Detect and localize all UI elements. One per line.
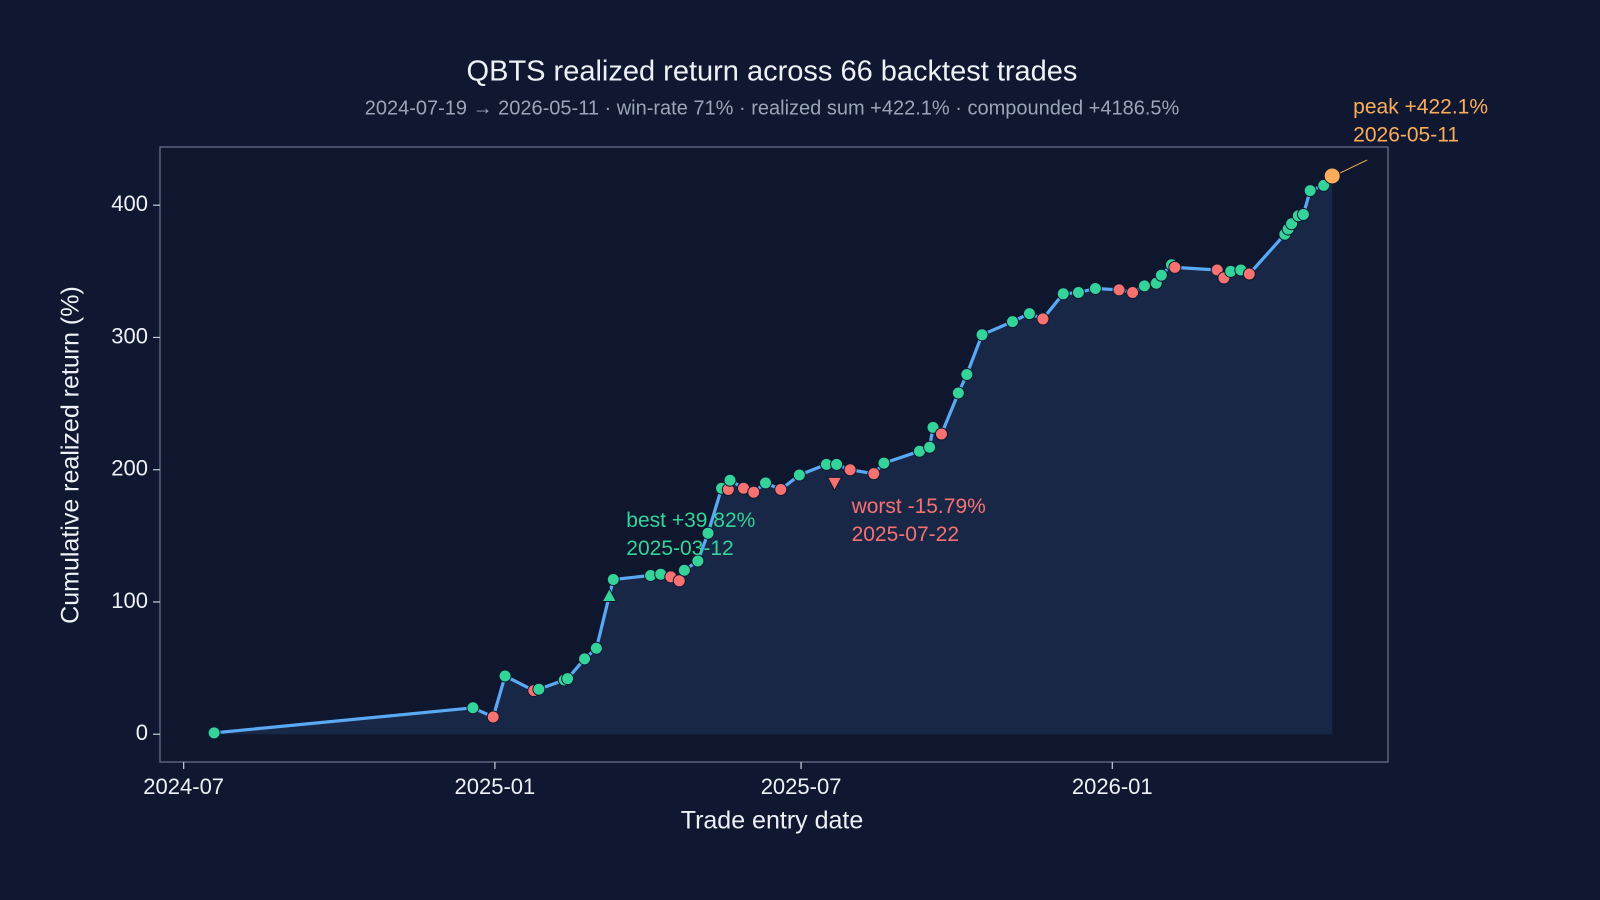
- trade-point: [677, 563, 691, 577]
- trade-point: [1088, 282, 1102, 296]
- trade-point: [792, 468, 806, 482]
- trade-point: [951, 386, 965, 400]
- trade-point: [1005, 315, 1019, 329]
- trade-point: [1071, 285, 1085, 299]
- trade-point: [578, 652, 592, 666]
- trade-point: [747, 485, 761, 499]
- trade-point: [759, 476, 773, 490]
- trade-point: [774, 483, 788, 497]
- annotation-text: 2026-05-11: [1353, 124, 1459, 147]
- y-axis-label: Cumulative realized return (%): [57, 286, 85, 624]
- trade-point: [1296, 207, 1310, 221]
- trade-point: [830, 457, 844, 471]
- y-tick-label: 0: [136, 720, 148, 745]
- trade-point: [532, 682, 546, 696]
- x-tick-label: 2025-07: [761, 774, 842, 799]
- x-axis-label: Trade entry date: [681, 807, 864, 835]
- trade-point: [691, 554, 705, 568]
- annotation-text: peak +422.1%: [1353, 96, 1488, 119]
- trade-point: [1154, 268, 1168, 282]
- trade-point: [498, 669, 512, 683]
- y-tick-label: 400: [111, 191, 148, 216]
- best-marker: [601, 587, 618, 602]
- annotation-text: worst -15.79%: [851, 495, 986, 518]
- y-tick-label: 200: [111, 456, 148, 481]
- trade-point: [561, 672, 575, 686]
- trade-point: [606, 572, 620, 586]
- trade-point: [1137, 279, 1151, 293]
- trade-point: [877, 456, 891, 470]
- trade-point: [843, 463, 857, 477]
- trade-point: [589, 641, 603, 655]
- annotation-text: 2025-03-12: [626, 537, 733, 560]
- worst-marker: [826, 476, 843, 492]
- trade-point: [867, 467, 881, 481]
- trade-point: [975, 328, 989, 342]
- y-tick-label: 300: [111, 323, 148, 348]
- peak-leader: [1339, 159, 1368, 174]
- trade-point: [1112, 283, 1126, 297]
- trade-point: [1242, 267, 1256, 281]
- trade-point: [207, 726, 221, 740]
- trade-point: [1126, 285, 1140, 299]
- annotation-text: best +39.82%: [626, 509, 755, 532]
- area: [214, 176, 1333, 735]
- trade-point: [1022, 307, 1036, 321]
- annotation-text: 2025-07-22: [852, 523, 959, 546]
- x-tick-label: 2026-01: [1072, 774, 1153, 799]
- marks: 0 100 200 300 400 2024-07 2025-01 2025-07 2026-0…: [111, 96, 1488, 799]
- trade-point: [466, 701, 480, 715]
- trade-point: [1168, 260, 1182, 274]
- trade-point: [672, 574, 686, 588]
- y-tick-label: 100: [111, 588, 148, 613]
- trade-point: [1056, 287, 1070, 301]
- peak-marker: [1323, 167, 1341, 185]
- trade-point: [723, 473, 737, 487]
- x-tick-label: 2025-01: [455, 774, 536, 799]
- chart-title: QBTS realized return across 66 backtest …: [467, 56, 1078, 88]
- trade-point: [486, 710, 500, 724]
- trade-point: [1036, 312, 1050, 326]
- trade-point: [934, 427, 948, 441]
- trade-point: [926, 420, 940, 434]
- trade-point: [1303, 184, 1317, 198]
- trade-point: [923, 440, 937, 454]
- x-tick-label: 2024-07: [143, 774, 224, 799]
- trade-point: [701, 526, 715, 540]
- trade-point: [960, 367, 974, 381]
- chart-subtitle: 2024-07-19 → 2026-05-11 · win-rate 71% ·…: [365, 97, 1180, 119]
